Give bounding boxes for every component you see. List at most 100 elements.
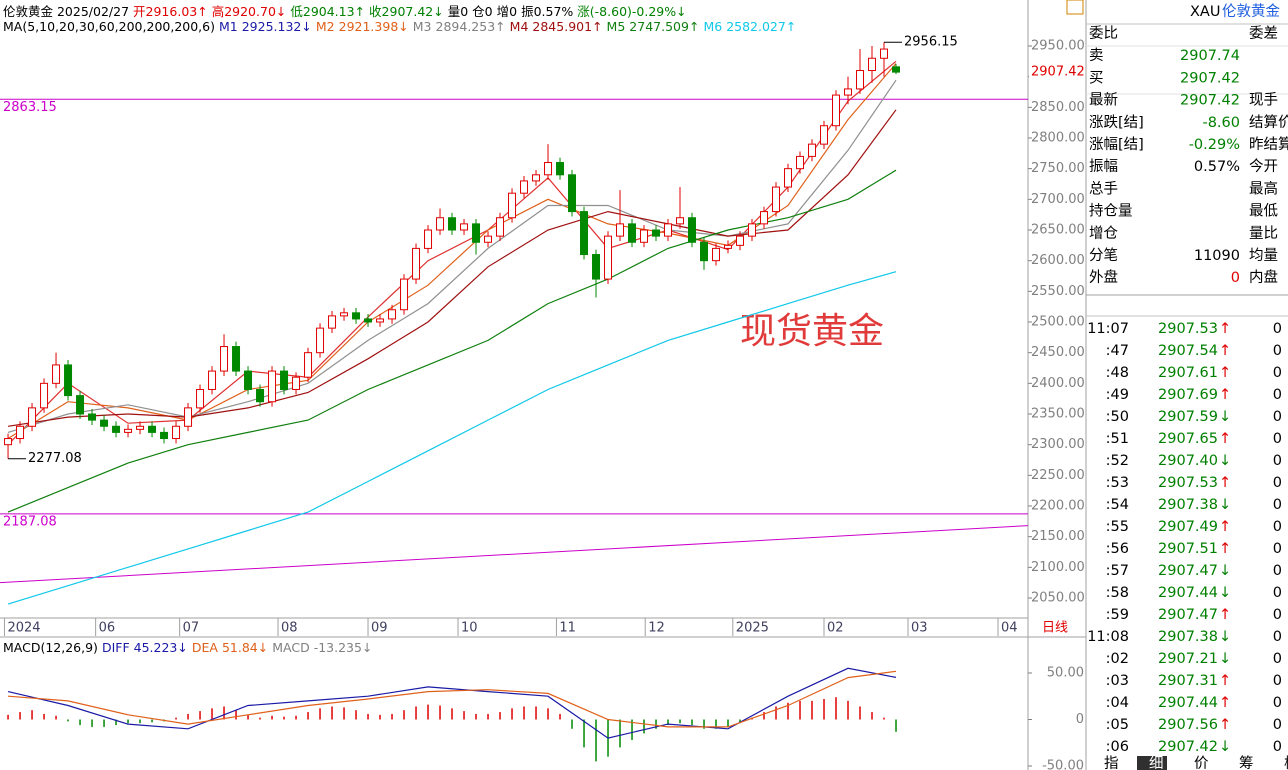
row-right-label: 内盘 [1249,268,1278,286]
tick-arrow: ↓ [1219,739,1231,755]
high-label: 2956.15 [904,35,958,50]
tick-volume: 0 [1273,343,1282,359]
level-label: 2187.08 [3,514,57,529]
tick-volume: 0 [1273,519,1282,535]
menu-icon[interactable] [1066,0,1084,15]
legend-value: 2894.253 [435,19,496,34]
macd-params: MACD(12,26,9) [3,640,98,655]
tick-arrow: ↑ [1219,717,1231,733]
tick-arrow: ↑ [1219,431,1231,447]
tick-arrow: ↓ [1219,651,1231,667]
tick-arrow: ↓ [1219,563,1231,579]
candle-body [280,370,289,390]
tick-time: :03 [1106,673,1129,689]
panel-tab[interactable]: 筹 [1239,755,1254,770]
header-item: 伦敦黄金 2025/02/27 [3,4,130,19]
tick-time: :05 [1106,717,1129,733]
y-tick-label: 2450.00 [1031,345,1085,360]
tick-time: :47 [1106,343,1129,359]
x-tick-label: 07 [183,621,200,636]
x-tick-label: 06 [99,621,116,636]
candle-body [376,318,385,323]
tick-time: :54 [1106,497,1129,513]
candle-body [412,247,421,280]
row-label: 买 [1089,69,1104,86]
tick-arrow: ↓ [1219,409,1231,425]
legend-value: 2747.509 [629,19,689,34]
ma-line [7,79,897,433]
tick-time: :02 [1106,651,1129,667]
row-label: 外盘 [1089,268,1118,286]
candle-body [772,186,781,213]
macd-legend: MACD(12,26,9) DIFF 45.223↓ DEA 51.84↓ MACD -13… [3,640,376,655]
x-tick-label: 11 [559,621,576,636]
legend-name: M1 [218,19,238,34]
tick-arrow: ↑ [1219,321,1231,337]
y-tick-label: 2350.00 [1031,407,1085,422]
row-right-label: 最高 [1249,180,1278,197]
candle-body [64,364,73,397]
candle-body [880,48,889,59]
row-label: 涨跌[结] [1089,114,1144,131]
x-tick-label: 03 [911,621,928,636]
tick-price: 2907.47 [1158,563,1218,579]
tick-volume: 0 [1273,695,1282,711]
panel-tab[interactable]: 指 [1104,755,1119,770]
panel-tab[interactable]: 价 [1194,756,1209,770]
candle-body [172,425,181,440]
y-tick-label: 2950.00 [1031,38,1085,53]
tick-volume: 0 [1273,585,1282,601]
row-right-label: 昨结算 [1249,136,1288,153]
candle-body [820,125,829,145]
legend-value: 2582.027 [726,19,786,34]
row-label: 总手 [1089,180,1118,197]
tick-time: :49 [1106,387,1129,403]
tick-price: 2907.49 [1158,519,1218,535]
row-value: -8.60 [1202,115,1240,131]
candle-body [232,346,241,372]
row-right-label: 最低 [1249,203,1278,220]
panel-tab[interactable]: 板 [1284,754,1288,770]
tick-arrow: ↑ [1219,673,1231,689]
legend-arrow: ↑ [688,19,700,34]
tick-time: :51 [1106,431,1129,447]
y-tick-label: 2500.00 [1031,315,1085,330]
candle-body [712,247,721,262]
legend-arrow: ↓ [177,640,188,655]
y-tick-label: 2650.00 [1031,223,1085,238]
candle-body [388,309,397,320]
x-tick-label: 02 [827,621,844,636]
y-tick-label: 2800.00 [1031,130,1085,145]
legend-value: 51.84 [221,640,258,655]
candle-body [688,217,697,243]
tick-time: 11:08 [1087,629,1129,645]
legend-arrow: ↓ [257,640,269,655]
candle-body [520,180,529,194]
row-value: 2907.42 [1180,93,1240,109]
legend-name: DEA [191,640,218,655]
row-label: 增仓 [1089,225,1118,242]
candle-body [748,223,757,237]
period-label[interactable]: 日线 [1042,621,1068,636]
x-tick-label: 09 [371,621,388,636]
active-tab-bg [1137,756,1167,770]
panel-tab[interactable]: 细 [1149,755,1164,770]
macd-line [7,667,897,739]
candle-body [424,229,433,249]
row-label: 最新 [1089,92,1118,109]
tick-price: 2907.42 [1158,739,1218,755]
tick-volume: 0 [1273,717,1282,733]
tick-arrow: ↑ [1219,343,1231,359]
row-label: 委比 [1089,25,1118,42]
y-tick-label: 2850.00 [1031,100,1085,115]
tick-time: :59 [1106,607,1129,623]
tick-price: 2907.53 [1158,321,1218,337]
tick-arrow: ↑ [1219,519,1231,535]
candle-body [160,431,169,440]
x-tick-label: 08 [281,621,298,636]
chart-bg [0,0,1028,770]
candle-body [100,419,109,427]
row-label: 分笔 [1089,247,1118,264]
header-item: 振0.57% [521,4,574,19]
legend-value: -13.235 [313,640,362,655]
